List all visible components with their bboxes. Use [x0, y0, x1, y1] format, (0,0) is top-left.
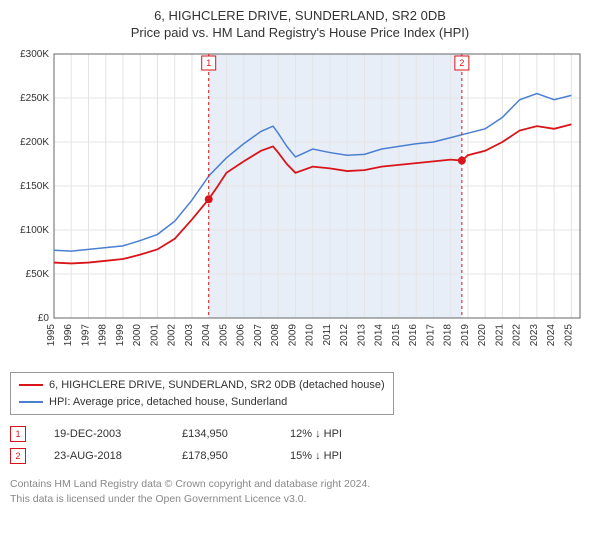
svg-text:2000: 2000 — [132, 324, 143, 347]
sale-table: 1 19-DEC-2003 £134,950 12% ↓ HPI 2 23-AU… — [10, 423, 590, 467]
legend-label-hpi: HPI: Average price, detached house, Sund… — [49, 394, 287, 411]
legend-swatch-property — [19, 384, 43, 386]
svg-text:2006: 2006 — [236, 324, 247, 347]
svg-text:£150K: £150K — [20, 181, 49, 192]
svg-text:2: 2 — [459, 58, 464, 68]
svg-text:1996: 1996 — [63, 324, 74, 347]
legend-swatch-hpi — [19, 401, 43, 403]
svg-text:2020: 2020 — [477, 324, 488, 347]
svg-text:2022: 2022 — [512, 324, 523, 347]
legend-box: 6, HIGHCLERE DRIVE, SUNDERLAND, SR2 0DB … — [10, 372, 394, 415]
svg-text:2010: 2010 — [305, 324, 316, 347]
svg-text:2015: 2015 — [391, 324, 402, 347]
footer: Contains HM Land Registry data © Crown c… — [10, 477, 590, 506]
legend-row-hpi: HPI: Average price, detached house, Sund… — [19, 394, 385, 411]
svg-text:2023: 2023 — [529, 324, 540, 347]
sale-marker-2: 2 — [10, 448, 26, 464]
svg-text:2016: 2016 — [408, 324, 419, 347]
footer-line1: Contains HM Land Registry data © Crown c… — [10, 477, 590, 492]
svg-text:2004: 2004 — [201, 324, 212, 347]
line-chart: £0 £50K £100K £150K £200K £250K £300K 1995 1996 1… — [10, 46, 590, 366]
svg-text:1997: 1997 — [80, 324, 91, 347]
svg-text:2011: 2011 — [322, 324, 333, 346]
svg-text:1995: 1995 — [46, 324, 57, 347]
svg-text:2024: 2024 — [546, 324, 557, 347]
svg-text:2019: 2019 — [460, 324, 471, 347]
svg-text:£200K: £200K — [20, 137, 49, 148]
svg-text:2013: 2013 — [356, 324, 367, 347]
svg-text:2005: 2005 — [218, 324, 229, 347]
svg-text:2021: 2021 — [494, 324, 505, 347]
sale-price-2: £178,950 — [182, 450, 262, 462]
svg-text:2014: 2014 — [374, 324, 385, 347]
svg-text:2009: 2009 — [287, 324, 298, 347]
title-main: 6, HIGHCLERE DRIVE, SUNDERLAND, SR2 0DB — [10, 8, 590, 23]
svg-text:2007: 2007 — [253, 324, 264, 347]
svg-text:2001: 2001 — [149, 324, 160, 347]
sale-diff-1: 12% ↓ HPI — [290, 428, 390, 440]
svg-text:2003: 2003 — [184, 324, 195, 347]
sale-row-1: 1 19-DEC-2003 £134,950 12% ↓ HPI — [10, 423, 590, 445]
svg-text:2008: 2008 — [270, 324, 281, 347]
sale-diff-2: 15% ↓ HPI — [290, 450, 390, 462]
svg-text:£300K: £300K — [20, 49, 49, 60]
svg-text:2017: 2017 — [425, 324, 436, 347]
svg-text:1: 1 — [206, 58, 211, 68]
svg-text:£50K: £50K — [26, 269, 50, 280]
sale-row-2: 2 23-AUG-2018 £178,950 15% ↓ HPI — [10, 445, 590, 467]
title-block: 6, HIGHCLERE DRIVE, SUNDERLAND, SR2 0DB … — [10, 8, 590, 40]
title-sub: Price paid vs. HM Land Registry's House … — [10, 25, 590, 40]
sale-marker-1: 1 — [10, 426, 26, 442]
svg-text:1999: 1999 — [115, 324, 126, 347]
svg-text:2025: 2025 — [563, 324, 574, 347]
legend-label-property: 6, HIGHCLERE DRIVE, SUNDERLAND, SR2 0DB … — [49, 377, 385, 394]
svg-text:1998: 1998 — [98, 324, 109, 347]
svg-text:£0: £0 — [38, 313, 50, 324]
legend-row-property: 6, HIGHCLERE DRIVE, SUNDERLAND, SR2 0DB … — [19, 377, 385, 394]
svg-text:2018: 2018 — [443, 324, 454, 347]
sale-date-1: 19-DEC-2003 — [54, 428, 154, 440]
sale-price-1: £134,950 — [182, 428, 262, 440]
footer-line2: This data is licensed under the Open Gov… — [10, 492, 590, 507]
svg-text:£250K: £250K — [20, 93, 49, 104]
chart-container: 6, HIGHCLERE DRIVE, SUNDERLAND, SR2 0DB … — [0, 0, 600, 516]
svg-text:£100K: £100K — [20, 225, 49, 236]
svg-text:2002: 2002 — [167, 324, 178, 347]
chart-svg: £0 £50K £100K £150K £200K £250K £300K 1995 1996 1… — [10, 46, 590, 366]
sale-date-2: 23-AUG-2018 — [54, 450, 154, 462]
svg-text:2012: 2012 — [339, 324, 350, 347]
